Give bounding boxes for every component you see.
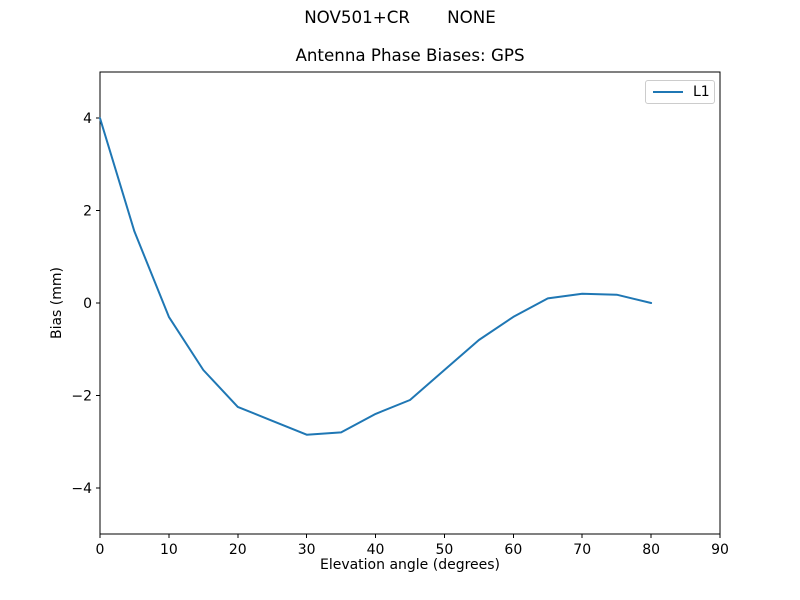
x-tick-label: 20 [229,542,247,558]
x-tick-label: 40 [367,542,385,558]
y-tick-label: −2 [71,388,92,404]
chart-title: Antenna Phase Biases: GPS [295,45,525,65]
x-tick-label: 10 [160,542,178,558]
x-tick-label: 80 [642,542,660,558]
y-tick-label: −4 [71,481,92,497]
x-tick-label: 0 [96,542,105,558]
legend: L1 [645,80,715,104]
x-tick-label: 50 [436,542,454,558]
series-line-l1 [99,117,653,436]
y-tick-label: 4 [83,111,92,127]
legend-label: L1 [693,84,710,100]
x-tick-label: 70 [573,542,591,558]
x-tick-label: 30 [298,542,316,558]
legend-line-swatch [653,91,683,93]
axes-spines [99,71,721,535]
y-tick-label: 0 [83,296,92,312]
figure-suptitle: NOV501+CR NONE [304,7,496,27]
x-axis-label: Elevation angle (degrees) [319,557,501,573]
x-tick-label: 60 [504,542,522,558]
y-axis-label: Bias (mm) [49,266,65,340]
x-tick-label: 90 [711,542,729,558]
y-tick-label: 2 [83,204,92,220]
